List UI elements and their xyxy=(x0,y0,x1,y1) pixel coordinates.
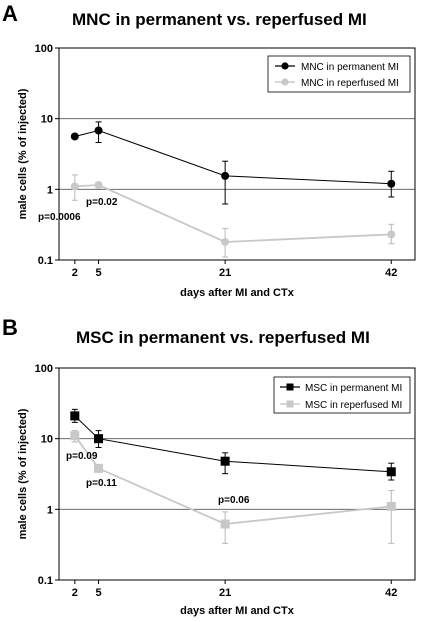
legend-marker-reperfused-a xyxy=(281,78,289,86)
y-ticks-a: 0.1 1 10 100 xyxy=(35,43,59,267)
legend-box-b xyxy=(273,376,411,414)
series-line-reperfused-a xyxy=(74,184,392,243)
panel-letter-b: B xyxy=(2,315,18,340)
panel-title-a: MNC in permanent vs. reperfused MI xyxy=(72,10,367,29)
panel-letter-a: A xyxy=(2,1,18,26)
y-tick-label-a: 100 xyxy=(35,43,53,55)
legend-marker-permanent-a xyxy=(281,62,289,70)
x-tick-label-a: 5 xyxy=(95,267,101,279)
legend-label-reperfused-a: MNC in reperfused MI xyxy=(301,78,399,89)
x-ticks-a: 2 5 21 42 xyxy=(72,260,397,279)
series-layer-a xyxy=(70,121,396,258)
data-point-reperfused-b xyxy=(70,431,80,441)
x-tick-label-a: 42 xyxy=(385,267,397,279)
x-ticks-b: 2 5 21 42 xyxy=(72,580,397,599)
annotation-p-value-b2: p=0.11 xyxy=(86,478,117,489)
plot-frame-b xyxy=(58,367,416,581)
legend-label-reperfused-b: MSC in reperfused MI xyxy=(305,400,402,411)
series-line-permanent-b xyxy=(74,415,392,473)
panel-a: A MNC in permanent vs. reperfused MI 0.1… xyxy=(2,1,416,299)
legend-b: MSC in permanent MI MSC in reperfused MI xyxy=(273,376,411,414)
data-point-permanent-a xyxy=(221,171,230,180)
panel-title-b: MSC in permanent vs. reperfused MI xyxy=(76,328,370,347)
x-axis-label-b: days after MI and CTx xyxy=(180,605,295,617)
annotation-p-value-b3: p=0.06 xyxy=(218,495,250,506)
legend-label-permanent-a: MNC in permanent MI xyxy=(301,62,399,73)
x-tick-label-b: 2 xyxy=(72,587,78,599)
y-axis-label-b: male cells (% of injected) xyxy=(17,408,29,539)
annotation-p-value-a1: p=0.02 xyxy=(86,197,118,208)
data-point-permanent-a xyxy=(94,126,103,135)
series-permanent-b xyxy=(70,408,396,481)
series-reperfused-a xyxy=(70,174,396,258)
y-tick-label-a: 10 xyxy=(41,114,53,126)
y-tick-label-b: 0.1 xyxy=(38,575,53,587)
data-point-reperfused-b xyxy=(94,463,104,473)
series-layer-b xyxy=(70,408,396,544)
data-point-permanent-a xyxy=(387,179,396,188)
y-ticks-b: 0.1 1 10 100 xyxy=(35,363,59,587)
series-line-reperfused-b xyxy=(74,435,392,525)
x-tick-label-b: 21 xyxy=(219,587,231,599)
data-point-permanent-b xyxy=(386,467,396,477)
data-point-reperfused-b xyxy=(220,519,230,529)
panel-b: B MSC in permanent vs. reperfused MI 0.1… xyxy=(2,315,416,617)
data-point-permanent-a xyxy=(70,132,79,141)
data-point-reperfused-a xyxy=(221,237,230,246)
x-tick-label-a: 21 xyxy=(219,267,231,279)
data-point-permanent-b xyxy=(94,434,104,444)
data-point-reperfused-a xyxy=(387,230,396,239)
legend-a: MNC in permanent MI MNC in reperfused MI xyxy=(267,55,411,93)
y-axis-label-a: male cells (% of injected) xyxy=(17,88,29,219)
y-tick-label-b: 10 xyxy=(41,434,53,446)
x-tick-label-b: 5 xyxy=(95,587,101,599)
y-tick-label-b: 100 xyxy=(35,363,53,375)
series-permanent-a xyxy=(70,121,396,205)
data-point-permanent-b xyxy=(70,411,80,421)
plot-frame-a xyxy=(58,47,416,261)
legend-box-a xyxy=(267,55,411,93)
legend-marker-reperfused-b xyxy=(286,400,294,408)
series-reperfused-b xyxy=(70,430,396,544)
y-tick-label-a: 0.1 xyxy=(38,255,53,267)
data-point-reperfused-a xyxy=(94,181,103,190)
annotation-p-value-a2: p=0.0006 xyxy=(38,212,81,223)
data-point-permanent-b xyxy=(220,456,230,466)
legend-label-permanent-b: MSC in permanent MI xyxy=(305,383,402,394)
data-point-reperfused-b xyxy=(386,501,396,511)
legend-marker-permanent-b xyxy=(286,383,294,391)
series-line-permanent-a xyxy=(74,129,392,185)
x-tick-label-a: 2 xyxy=(72,267,78,279)
x-axis-label-a: days after MI and CTx xyxy=(180,287,295,299)
x-tick-label-b: 42 xyxy=(385,587,397,599)
y-tick-label-b: 1 xyxy=(47,504,53,516)
annotation-p-value-b1: p=0.09 xyxy=(66,451,98,462)
y-tick-label-a: 1 xyxy=(47,184,53,196)
data-point-reperfused-a xyxy=(70,182,79,191)
